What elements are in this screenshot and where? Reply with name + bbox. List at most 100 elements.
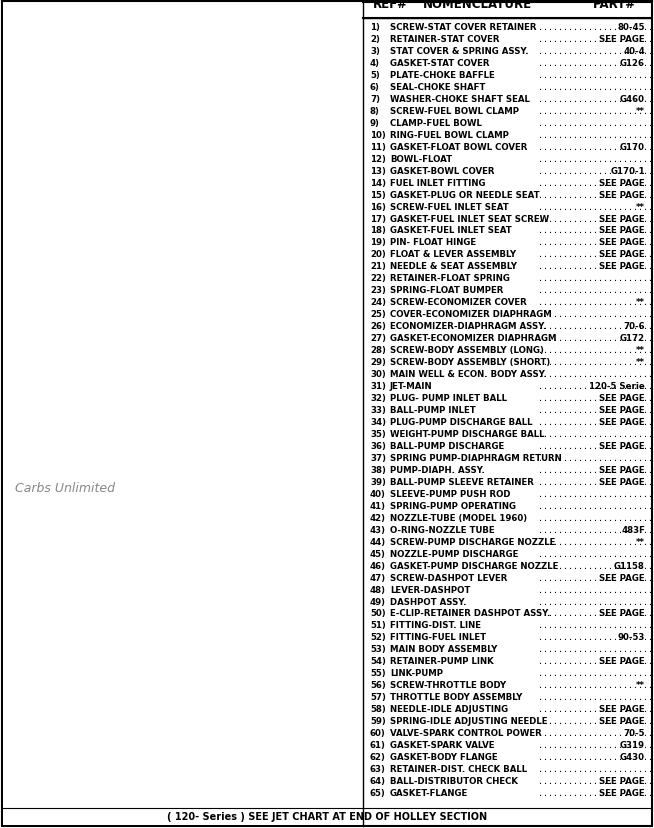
Text: 34): 34) — [370, 417, 386, 426]
Text: 9): 9) — [370, 118, 380, 128]
Text: SEE PAGE: SEE PAGE — [599, 178, 645, 187]
Text: 61): 61) — [370, 740, 386, 749]
Text: GASKET-SPARK VALVE: GASKET-SPARK VALVE — [390, 740, 494, 749]
Text: ..............................: .............................. — [538, 286, 654, 295]
Text: 24): 24) — [370, 298, 386, 307]
Text: ..............................: .............................. — [538, 609, 654, 618]
Text: ..............................: .............................. — [538, 35, 654, 44]
Text: G1158: G1158 — [614, 561, 645, 570]
Text: PIN- FLOAT HINGE: PIN- FLOAT HINGE — [390, 238, 476, 247]
Text: SCREW-DASHPOT LEVER: SCREW-DASHPOT LEVER — [390, 573, 508, 582]
Text: 21): 21) — [370, 262, 386, 271]
Text: 80-45: 80-45 — [617, 23, 645, 32]
Bar — [3, 3, 361, 825]
Text: 57): 57) — [370, 692, 386, 701]
Text: 8): 8) — [370, 107, 380, 116]
Text: 41): 41) — [370, 501, 386, 510]
Text: GASKET-BODY FLANGE: GASKET-BODY FLANGE — [390, 752, 498, 761]
Text: 47): 47) — [370, 573, 386, 582]
Text: PART#: PART# — [593, 0, 636, 11]
Text: ..............................: .............................. — [538, 166, 654, 176]
Text: 51): 51) — [370, 621, 386, 630]
Text: SEE PAGE: SEE PAGE — [599, 214, 645, 224]
Text: 31): 31) — [370, 382, 386, 391]
Text: SPRING-PUMP OPERATING: SPRING-PUMP OPERATING — [390, 501, 516, 510]
Text: 22): 22) — [370, 274, 386, 283]
Text: GASKET-BOWL COVER: GASKET-BOWL COVER — [390, 166, 494, 176]
Text: 58): 58) — [370, 705, 386, 714]
Text: O-RING-NOZZLE TUBE: O-RING-NOZZLE TUBE — [390, 525, 494, 534]
Text: WASHER-CHOKE SHAFT SEAL: WASHER-CHOKE SHAFT SEAL — [390, 94, 530, 104]
Text: SCREW-FUEL BOWL CLAMP: SCREW-FUEL BOWL CLAMP — [390, 107, 519, 116]
Text: 5): 5) — [370, 70, 380, 79]
Text: 483F: 483F — [621, 525, 645, 534]
Text: BALL-DISTRIBUTOR CHECK: BALL-DISTRIBUTOR CHECK — [390, 776, 518, 785]
Text: ..............................: .............................. — [538, 454, 654, 462]
Text: SEE PAGE: SEE PAGE — [599, 657, 645, 666]
Text: 27): 27) — [370, 334, 386, 343]
Text: BOWL-FLOAT: BOWL-FLOAT — [390, 155, 452, 163]
Text: 19): 19) — [370, 238, 386, 247]
Text: 2): 2) — [370, 35, 380, 44]
Text: SEE PAGE: SEE PAGE — [599, 573, 645, 582]
Text: STAT COVER & SPRING ASSY.: STAT COVER & SPRING ASSY. — [390, 47, 528, 55]
Text: 40-4: 40-4 — [623, 47, 645, 55]
Text: ..............................: .............................. — [538, 716, 654, 725]
Text: THROTTLE BODY ASSEMBLY: THROTTLE BODY ASSEMBLY — [390, 692, 523, 701]
Text: ..............................: .............................. — [538, 346, 654, 354]
Text: 45): 45) — [370, 549, 386, 558]
Text: ..............................: .............................. — [538, 740, 654, 749]
Text: JET-MAIN: JET-MAIN — [390, 382, 433, 391]
Text: ..............................: .............................. — [538, 118, 654, 128]
Text: SCREW-THROTTLE BODY: SCREW-THROTTLE BODY — [390, 681, 506, 690]
Text: SEE PAGE: SEE PAGE — [599, 417, 645, 426]
Text: 63): 63) — [370, 764, 386, 773]
Text: SLEEVE-PUMP PUSH ROD: SLEEVE-PUMP PUSH ROD — [390, 489, 511, 498]
Text: ..............................: .............................. — [538, 501, 654, 510]
Text: ..............................: .............................. — [538, 597, 654, 606]
Text: ..............................: .............................. — [538, 489, 654, 498]
Text: MAIN BODY ASSEMBLY: MAIN BODY ASSEMBLY — [390, 645, 498, 653]
Text: 70-6: 70-6 — [623, 322, 645, 331]
Text: ..............................: .............................. — [538, 705, 654, 714]
Text: ..............................: .............................. — [538, 537, 654, 546]
Text: RETAINER-DIST. CHECK BALL: RETAINER-DIST. CHECK BALL — [390, 764, 527, 773]
Text: 13): 13) — [370, 166, 386, 176]
Text: RETAINER-PUMP LINK: RETAINER-PUMP LINK — [390, 657, 494, 666]
Text: ..............................: .............................. — [538, 465, 654, 474]
Text: SEE PAGE: SEE PAGE — [599, 393, 645, 402]
Text: ..............................: .............................. — [538, 202, 654, 211]
Text: ..............................: .............................. — [538, 47, 654, 55]
Text: 50): 50) — [370, 609, 386, 618]
Text: GASKET-FUEL INLET SEAT SCREW: GASKET-FUEL INLET SEAT SCREW — [390, 214, 549, 224]
Text: ..............................: .............................. — [538, 692, 654, 701]
Text: 26): 26) — [370, 322, 386, 331]
Text: GASKET-STAT COVER: GASKET-STAT COVER — [390, 59, 489, 68]
Text: ..............................: .............................. — [538, 250, 654, 259]
Text: GASKET-FLOAT BOWL COVER: GASKET-FLOAT BOWL COVER — [390, 142, 527, 152]
Text: 35): 35) — [370, 430, 386, 438]
Text: **: ** — [636, 202, 645, 211]
Text: **: ** — [636, 358, 645, 367]
Text: 33): 33) — [370, 406, 386, 415]
Text: 42): 42) — [370, 513, 386, 522]
Text: 11): 11) — [370, 142, 386, 152]
Text: 62): 62) — [370, 752, 386, 761]
Text: ..............................: .............................. — [538, 561, 654, 570]
Text: ..............................: .............................. — [538, 788, 654, 797]
Text: ..............................: .............................. — [538, 274, 654, 283]
Text: SPRING-IDLE ADJUSTING NEEDLE: SPRING-IDLE ADJUSTING NEEDLE — [390, 716, 547, 725]
Text: ..............................: .............................. — [538, 262, 654, 271]
Text: G170: G170 — [620, 142, 645, 152]
Text: ..............................: .............................. — [538, 382, 654, 391]
Text: ..............................: .............................. — [538, 94, 654, 104]
Text: 15): 15) — [370, 190, 386, 200]
Text: GASKET-PLUG OR NEEDLE SEAT: GASKET-PLUG OR NEEDLE SEAT — [390, 190, 540, 200]
Text: SCREW-PUMP DISCHARGE NOZZLE: SCREW-PUMP DISCHARGE NOZZLE — [390, 537, 555, 546]
Text: 60): 60) — [370, 729, 386, 737]
Text: COVER-ECONOMIZER DIAPHRAGM: COVER-ECONOMIZER DIAPHRAGM — [390, 310, 552, 319]
Text: 28): 28) — [370, 346, 386, 354]
Text: LEVER-DASHPOT: LEVER-DASHPOT — [390, 585, 470, 594]
Text: 39): 39) — [370, 477, 386, 486]
Text: BALL-PUMP SLEEVE RETAINER: BALL-PUMP SLEEVE RETAINER — [390, 477, 534, 486]
